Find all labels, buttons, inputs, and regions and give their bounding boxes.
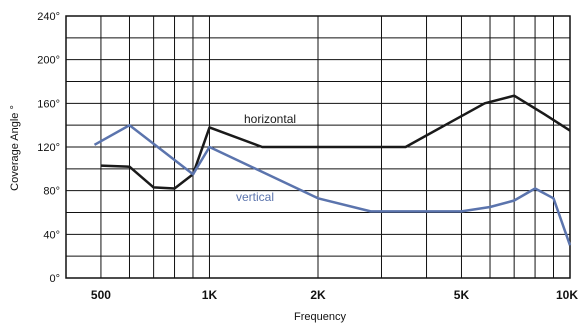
y-tick-label: 200° <box>37 55 60 67</box>
x-tick-label: 5K <box>454 288 470 302</box>
y-tick-label: 240° <box>37 11 60 23</box>
y-axis-label: Coverage Angle ° <box>9 105 21 191</box>
series-label-horizontal: horizontal <box>244 112 296 126</box>
series-label-vertical: vertical <box>236 190 274 204</box>
x-tick-label: 10K <box>556 288 578 302</box>
y-tick-label: 0° <box>49 273 60 285</box>
y-tick-label: 160° <box>37 98 60 110</box>
x-axis-label: Frequency <box>294 311 346 323</box>
x-tick-label: 500 <box>91 288 111 302</box>
x-axis-ticks: 500 1K 2K 5K 10K <box>91 288 578 302</box>
y-axis-ticks: 0° 40° 80° 120° 160° 200° 240° <box>37 11 60 285</box>
x-tick-label: 1K <box>202 288 218 302</box>
x-tick-label: 2K <box>310 288 326 302</box>
y-tick-label: 120° <box>37 142 60 154</box>
series-line-vertical <box>93 123 572 246</box>
y-tick-label: 40° <box>43 229 60 241</box>
y-tick-label: 80° <box>43 186 60 198</box>
series-line-horizontal <box>100 94 571 190</box>
series-lines <box>93 94 572 246</box>
